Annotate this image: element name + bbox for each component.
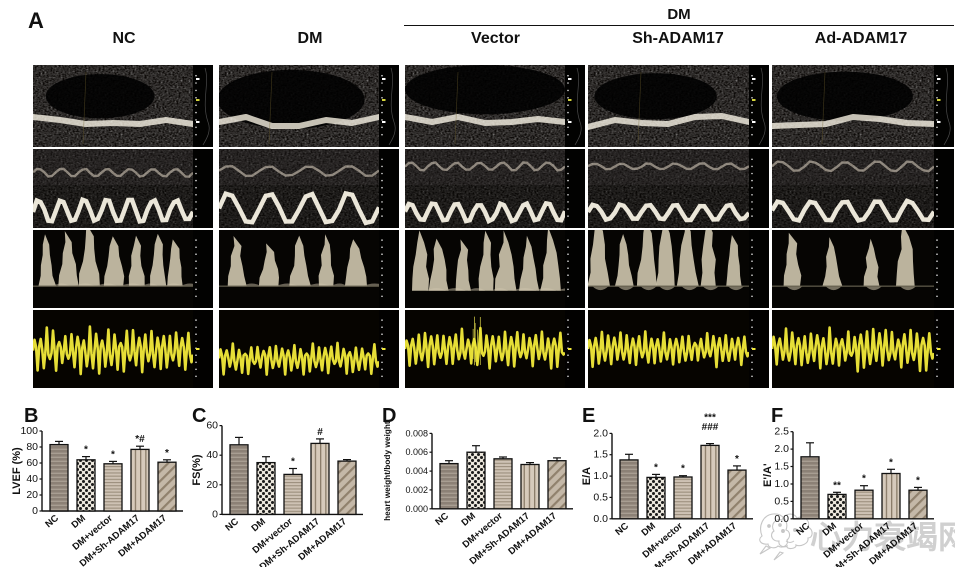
svg-text:DM: DM — [640, 521, 658, 539]
svg-text:E'/A': E'/A' — [762, 463, 774, 487]
svg-text:0.5: 0.5 — [593, 491, 608, 503]
svg-text:FS(%): FS(%) — [191, 454, 203, 486]
svg-text:40: 40 — [26, 473, 38, 485]
svg-text:DM: DM — [460, 511, 478, 529]
svg-text:DM+ADAM17: DM+ADAM17 — [296, 516, 349, 563]
svg-text:F: F — [771, 405, 783, 427]
svg-text:*: * — [862, 474, 866, 485]
svg-text:NC: NC — [794, 521, 812, 538]
svg-text:DM: DM — [821, 521, 839, 539]
svg-text:**: ** — [833, 480, 841, 491]
svg-text:0.0: 0.0 — [593, 513, 608, 525]
svg-text:DM+ADAM17: DM+ADAM17 — [116, 513, 169, 560]
svg-text:0: 0 — [212, 508, 218, 520]
svg-text:###: ### — [702, 422, 719, 433]
svg-text:*: * — [681, 464, 685, 475]
svg-text:NC: NC — [223, 516, 241, 533]
svg-text:NC: NC — [43, 513, 61, 530]
svg-text:NC: NC — [433, 511, 451, 528]
svg-text:60: 60 — [26, 457, 38, 469]
svg-text:E/A: E/A — [581, 467, 593, 485]
svg-text:DM: DM — [70, 513, 88, 531]
svg-text:0: 0 — [32, 505, 38, 517]
svg-text:1.0: 1.0 — [593, 470, 608, 482]
svg-text:*#: *# — [135, 434, 145, 445]
svg-text:0.0: 0.0 — [774, 513, 789, 525]
svg-text:0.000: 0.000 — [405, 504, 428, 514]
svg-text:20: 20 — [206, 479, 218, 491]
svg-text:*: * — [735, 454, 739, 465]
svg-text:heart weight/body weight: heart weight/body weight — [382, 421, 392, 521]
svg-text:*: * — [654, 462, 658, 473]
svg-text:20: 20 — [26, 489, 38, 501]
svg-text:#: # — [317, 427, 323, 438]
svg-text:DM+ADAM17: DM+ADAM17 — [506, 511, 559, 558]
svg-text:0.006: 0.006 — [405, 447, 428, 457]
svg-text:*: * — [916, 475, 920, 486]
svg-text:*: * — [165, 448, 169, 459]
svg-text:0.004: 0.004 — [405, 466, 428, 476]
svg-text:2.0: 2.0 — [593, 427, 608, 439]
svg-text:E: E — [582, 405, 595, 427]
svg-text:1.5: 1.5 — [593, 449, 608, 461]
svg-text:*: * — [84, 445, 88, 456]
svg-text:2.0: 2.0 — [774, 443, 789, 455]
svg-text:*: * — [111, 449, 115, 460]
svg-text:LVEF (%): LVEF (%) — [11, 447, 23, 495]
svg-text:1.5: 1.5 — [774, 461, 789, 473]
svg-text:0.002: 0.002 — [405, 485, 428, 495]
svg-text:100: 100 — [20, 425, 38, 437]
svg-text:1.0: 1.0 — [774, 478, 789, 490]
svg-text:60: 60 — [206, 420, 218, 432]
svg-text:NC: NC — [613, 521, 631, 538]
svg-text:*: * — [889, 457, 893, 468]
svg-text:B: B — [24, 405, 38, 427]
svg-text:0.008: 0.008 — [405, 428, 428, 438]
svg-text:DM: DM — [250, 516, 268, 534]
svg-text:2.5: 2.5 — [774, 426, 789, 438]
svg-text:*: * — [291, 457, 295, 468]
svg-text:40: 40 — [206, 449, 218, 461]
svg-text:0.5: 0.5 — [774, 495, 789, 507]
svg-text:80: 80 — [26, 441, 38, 453]
svg-text:C: C — [192, 405, 206, 427]
